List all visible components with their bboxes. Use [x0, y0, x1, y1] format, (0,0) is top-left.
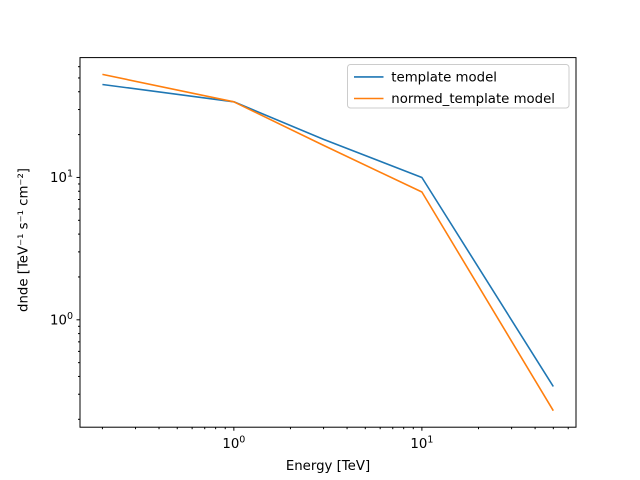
x-tick-label: 100 — [222, 435, 245, 453]
legend-label-normed-template-model: normed_template model — [391, 92, 555, 107]
y-tick-label: 100 — [50, 311, 73, 329]
y-tick-label: 101 — [50, 169, 73, 187]
x-tick-label: 101 — [410, 435, 433, 453]
legend: template model normed_template model — [347, 64, 570, 109]
series-line-normed-template-model — [102, 73, 554, 412]
y-axis-label: dnde [TeV⁻¹ s⁻¹ cm⁻²] — [16, 168, 32, 312]
x-axis-label: Energy [TeV] — [285, 459, 371, 474]
axes-frame — [79, 57, 577, 428]
legend-label-template-model: template model — [391, 71, 497, 86]
legend-frame — [347, 64, 570, 109]
series-line-template-model — [102, 83, 554, 387]
